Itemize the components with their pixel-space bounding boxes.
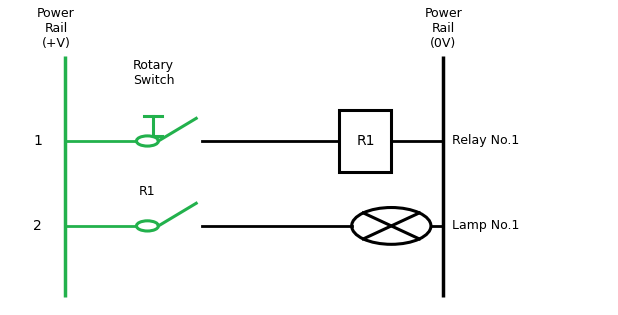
- Text: Lamp No.1: Lamp No.1: [452, 220, 520, 232]
- Text: R1: R1: [356, 134, 375, 148]
- Text: Relay No.1: Relay No.1: [452, 135, 520, 147]
- Text: R1: R1: [139, 185, 156, 198]
- Text: Rotary
Switch: Rotary Switch: [133, 59, 174, 87]
- Text: Power
Rail
(+V): Power Rail (+V): [37, 8, 75, 50]
- Text: 2: 2: [33, 219, 42, 233]
- Bar: [339, 110, 391, 172]
- Text: Power
Rail
(0V): Power Rail (0V): [424, 8, 462, 50]
- Text: 1: 1: [33, 134, 42, 148]
